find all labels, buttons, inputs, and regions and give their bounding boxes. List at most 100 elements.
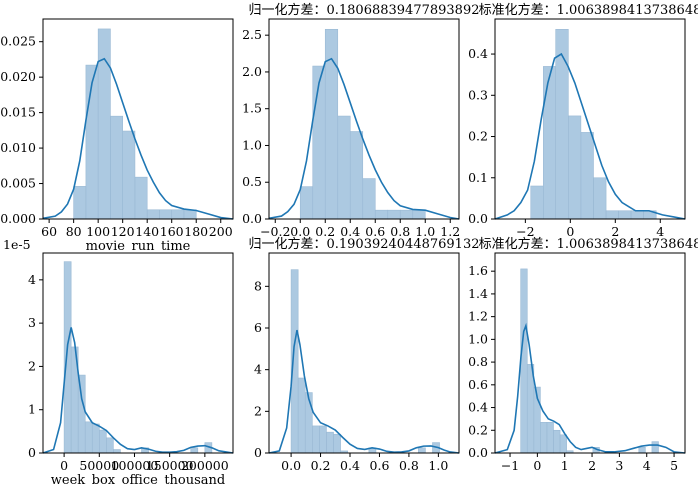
histogram-bar [399,209,414,220]
histogram-bar [559,434,567,454]
histogram-bar [605,210,619,220]
x-tick-label: 4 [656,224,664,239]
y-tick-label: 2 [28,358,36,373]
x-tick-label: −2 [516,224,534,239]
y-offset-label: 1e-5 [3,237,31,252]
y-tick-label: 4 [254,362,262,377]
y-tick-label: 0.0 [468,211,488,226]
histogram-bar [85,64,99,220]
histogram-bar [299,186,314,220]
histogram-bar [630,210,644,220]
kde-line [42,57,234,220]
y-tick-label: 0 [254,445,262,460]
x-tick-label: 0 [533,458,541,473]
y-tick-label: 0.5 [242,174,262,189]
histogram-bar [568,115,582,220]
x-axis-label: movie_run_time [86,239,191,254]
histogram-bar [63,261,72,454]
x-tick-label: 120 [111,224,135,239]
y-tick-label: 3 [28,315,36,330]
histogram-bar [73,186,87,220]
histogram-bar [520,268,528,454]
y-tick-label: 0.2 [468,422,488,437]
y-tick-label: 2.5 [242,27,262,42]
histogram-bar [593,177,607,220]
x-tick-label: 150000 [146,458,194,473]
y-tick-label: 1.4 [468,286,488,301]
histogram-bar [312,65,326,220]
y-tick-label: 6 [254,320,262,335]
x-tick-label: 100000 [111,458,159,473]
x-tick-label: 0.4 [340,224,360,239]
x-tick-label: 2 [611,224,619,239]
histogram-bar [190,447,199,454]
histogram-bar [333,433,341,454]
histogram-bar [374,209,389,220]
axes-frame [268,252,460,454]
y-tick-label: 0.2 [468,129,488,144]
y-tick-label: 2 [254,403,262,418]
histogram-bar [555,29,569,220]
y-tick-label: 1.6 [468,263,488,278]
y-tick-label: 0.000 [0,211,36,226]
x-tick-label: 200 [209,224,233,239]
kde-line [494,52,686,220]
x-tick-label: 1.0 [415,224,435,239]
x-tick-label: 4 [643,458,651,473]
y-tick-label: 1.0 [468,331,488,346]
histogram-bar [319,425,327,454]
x-axis-label: week_box_office_thousand [51,473,225,485]
histogram-bar [638,447,646,454]
x-tick-label: 0 [60,458,68,473]
x-tick-label: 200000 [181,458,229,473]
x-tick-label: 1 [561,458,569,473]
x-tick-label: 3 [615,458,623,473]
y-tick-label: 0.010 [0,140,36,155]
chart-panel-1: 60 80 100 120 140 160 180 200 0.000 0.005 0.010 0.0… [0,18,234,254]
x-tick-label: 0.2 [315,224,335,239]
histogram-bar [530,185,544,220]
x-tick-label: 0.4 [340,458,360,473]
kde-line [268,57,460,220]
histogram-bar [106,437,114,454]
y-tick-label: 0.3 [468,87,488,102]
y-tick-label: 1.0 [242,137,262,152]
histogram-bar [134,176,148,220]
histogram-bar [84,421,93,454]
histogram-bar [651,441,659,454]
histogram-bar [337,115,351,220]
x-tick-label: 0.0 [281,458,301,473]
axes-frame [42,252,234,454]
histogram-bar [412,209,426,220]
kde-line [494,322,686,454]
y-tick-label: 1.5 [242,101,262,116]
histogram-bar [546,422,554,454]
histogram-bar [97,28,111,220]
x-tick-label: 0.6 [365,224,385,239]
y-tick-label: 1 [28,402,36,417]
axes-frame [494,252,686,454]
histogram-bar [110,115,123,220]
y-tick-label: 0.4 [468,46,488,61]
y-tick-label: 0 [28,445,36,460]
histogram-bar [304,392,313,454]
x-tick-label: 0.6 [370,458,390,473]
x-tick-label: −0.2 [260,224,290,239]
histogram-bar [183,209,197,220]
histogram-bar [91,423,100,454]
y-tick-label: 0.025 [0,34,36,49]
y-tick-label: 0.020 [0,69,36,84]
histogram-bar [171,209,185,220]
histogram-bar [77,374,86,454]
x-tick-label: 2 [588,458,596,473]
chart-panel-6: −1 0 1 2 3 4 5 0.0 0.2 0.4 0.6 0.8 1.0 1.2 1.4 1.6 标准化方差… [468,236,698,473]
x-tick-label: 0.8 [390,224,410,239]
x-tick-label: 100 [86,224,110,239]
y-tick-label: 0.015 [0,105,36,120]
kde-line [268,329,460,454]
x-tick-label: 0.2 [311,458,331,473]
y-tick-label: 2.0 [242,64,262,79]
histogram-bar [159,209,173,220]
y-tick-label: 4 [28,272,36,287]
